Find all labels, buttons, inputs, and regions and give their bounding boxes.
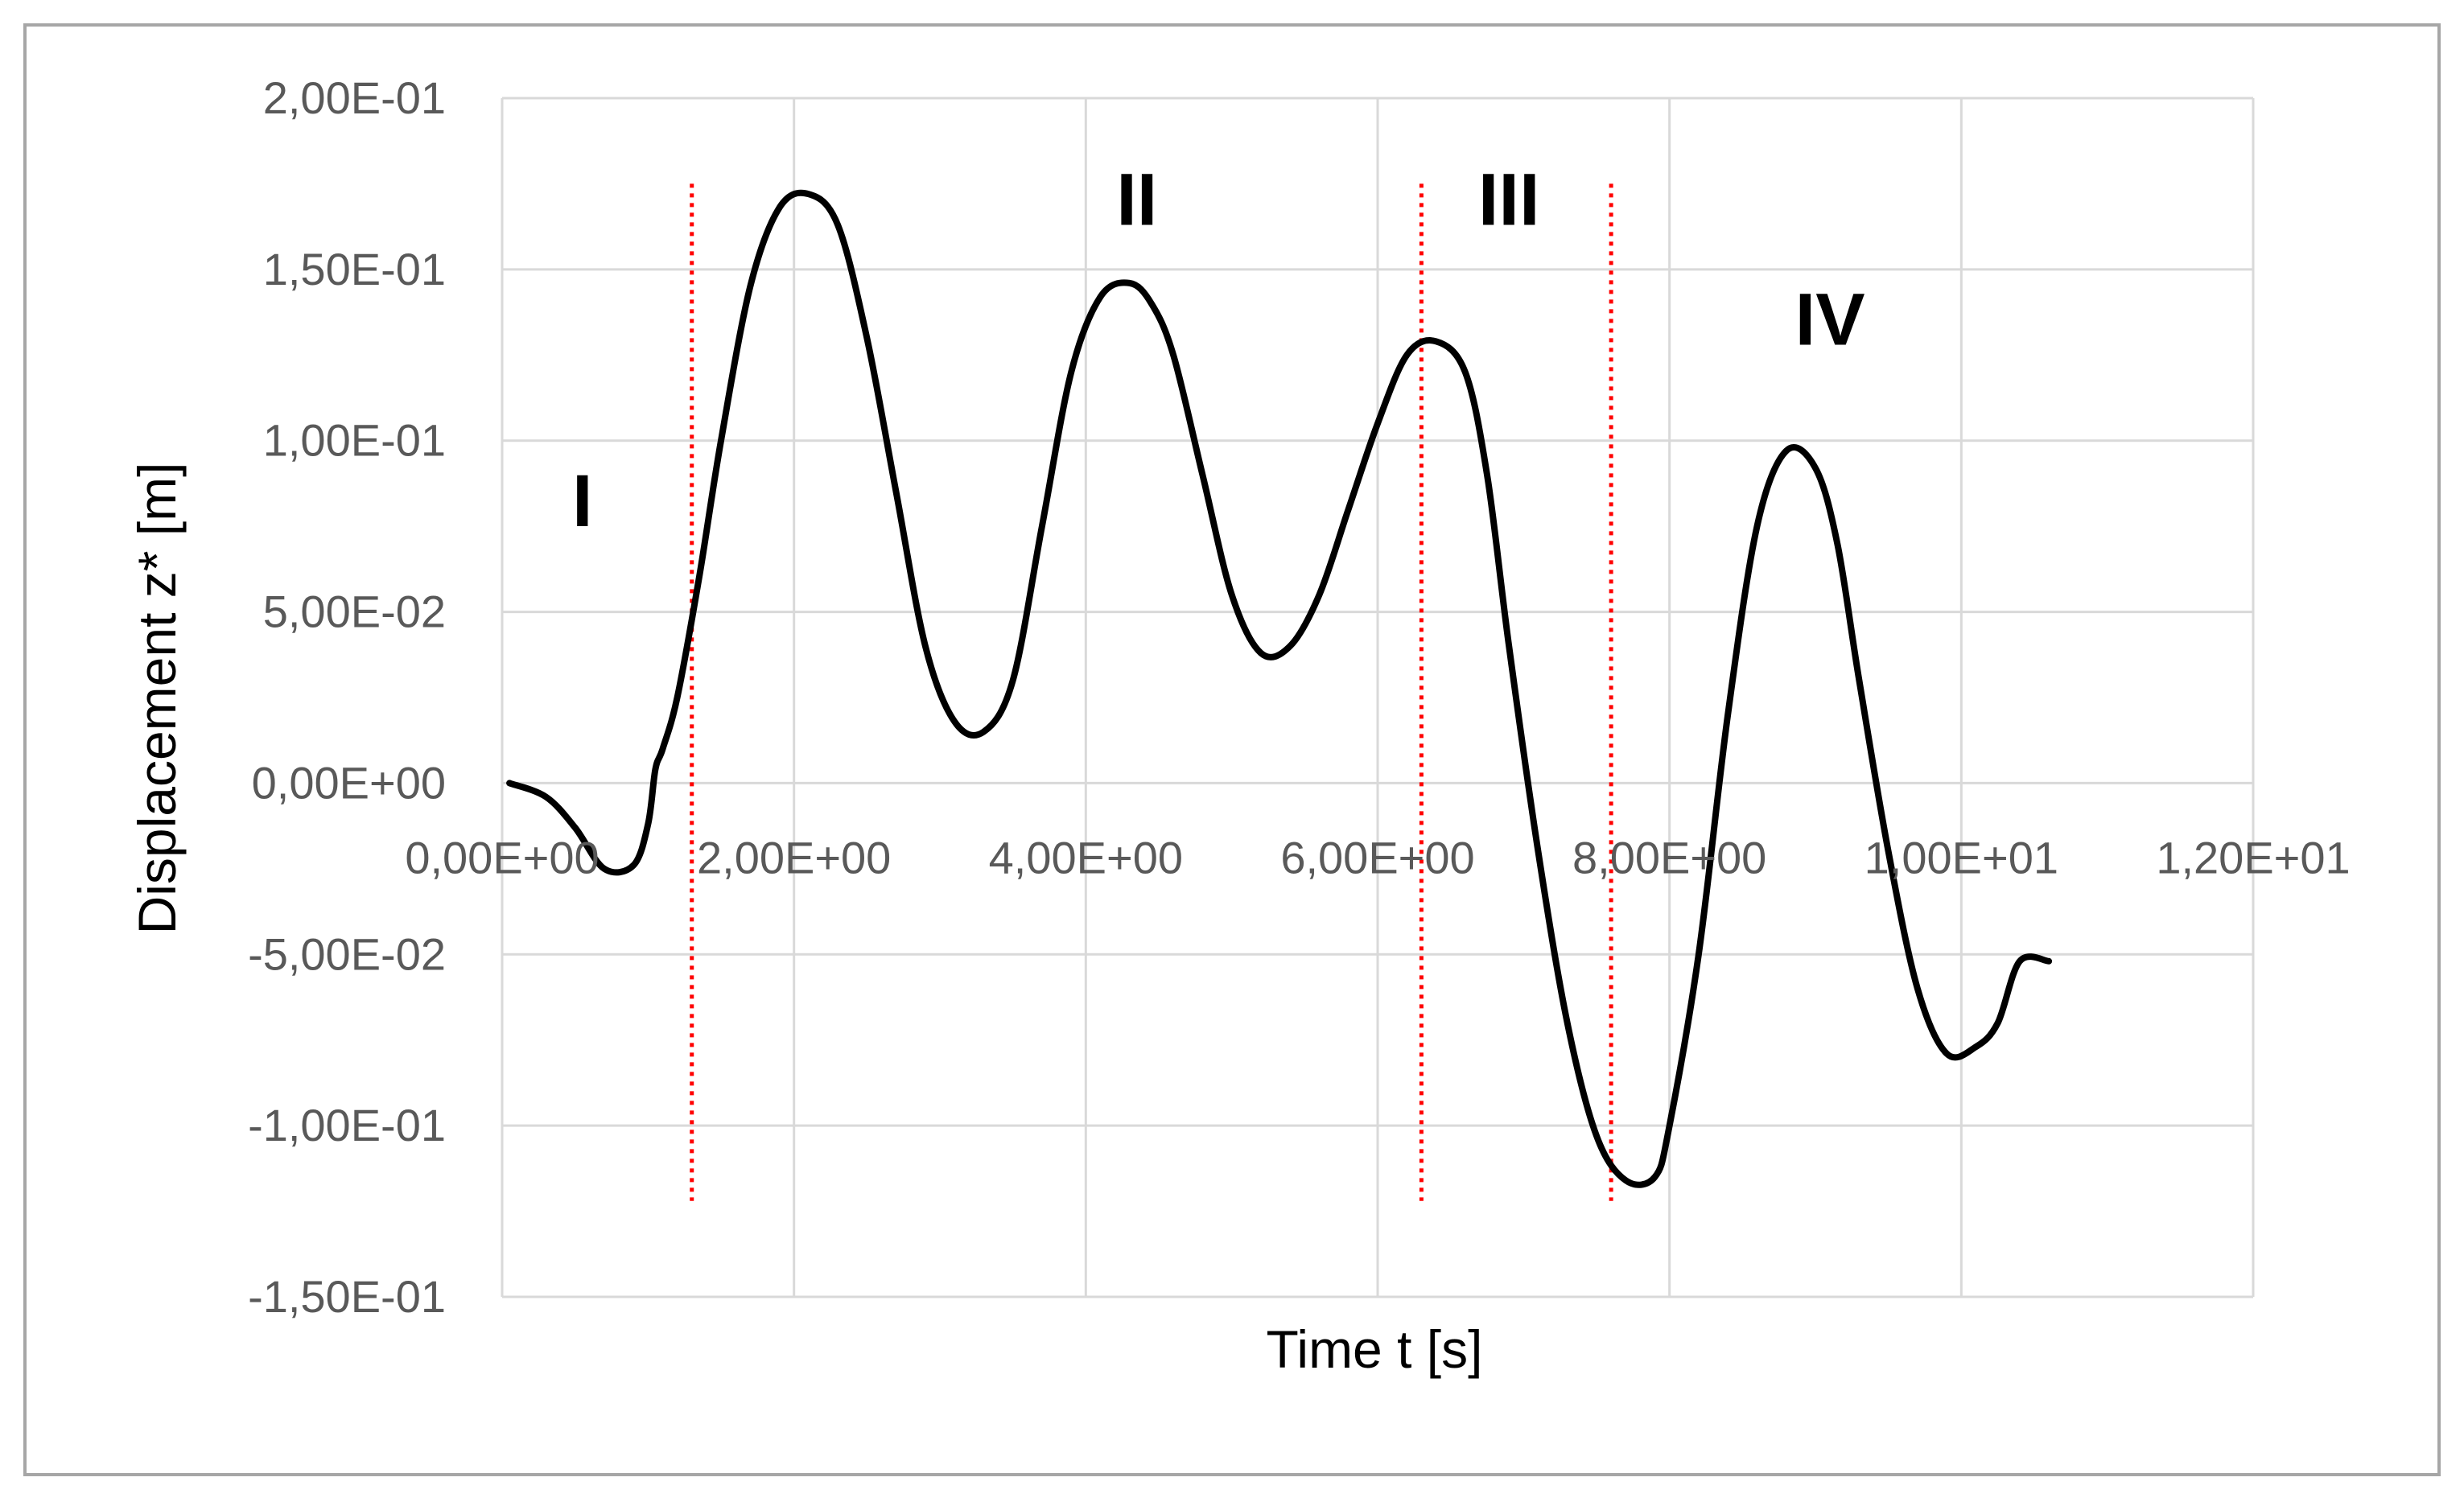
x-tick-label: 6,00E+00: [1280, 832, 1474, 883]
y-tick-label: 1,00E-01: [263, 415, 446, 466]
series: [506, 189, 2053, 1188]
y-tick-labels: -1,50E-01 -1,00E-01 -5,00E-02 0,00E+00 5,00E…: [248, 72, 446, 1322]
y-tick-label: 0,00E+00: [252, 757, 446, 808]
y-tick-label: 5,00E-02: [263, 586, 446, 637]
y-tick-label: -1,00E-01: [248, 1100, 446, 1150]
region-label: IV: [1795, 279, 1865, 361]
series-line: [506, 189, 2053, 1188]
x-tick-label: 0,00E+00: [405, 832, 599, 883]
x-tick-label: 2,00E+00: [697, 832, 891, 883]
y-tick-label: 2,00E-01: [263, 72, 446, 123]
y-tick-label: -1,50E-01: [248, 1271, 446, 1322]
x-tick-label: 1,00E+01: [1864, 832, 2058, 883]
region-label: I: [572, 460, 593, 542]
y-axis-title: Displacement z* [m]: [127, 463, 187, 935]
grid: [501, 97, 2255, 1298]
y-tick-label: -5,00E-02: [248, 928, 446, 979]
chart-frame: [23, 23, 2441, 1476]
x-tick-label: 1,20E+01: [2156, 832, 2350, 883]
region-label: II: [1116, 159, 1157, 241]
x-tick-label: 4,00E+00: [989, 832, 1183, 883]
y-tick-label: 1,50E-01: [263, 244, 446, 294]
x-tick-label: 8,00E+00: [1572, 832, 1766, 883]
region-label: III: [1478, 159, 1540, 241]
x-tick-labels: 0,00E+00 2,00E+00 4,00E+00 6,00E+00 8,00E+00…: [405, 832, 2350, 883]
x-axis-title: Time t [s]: [1267, 1319, 1483, 1379]
